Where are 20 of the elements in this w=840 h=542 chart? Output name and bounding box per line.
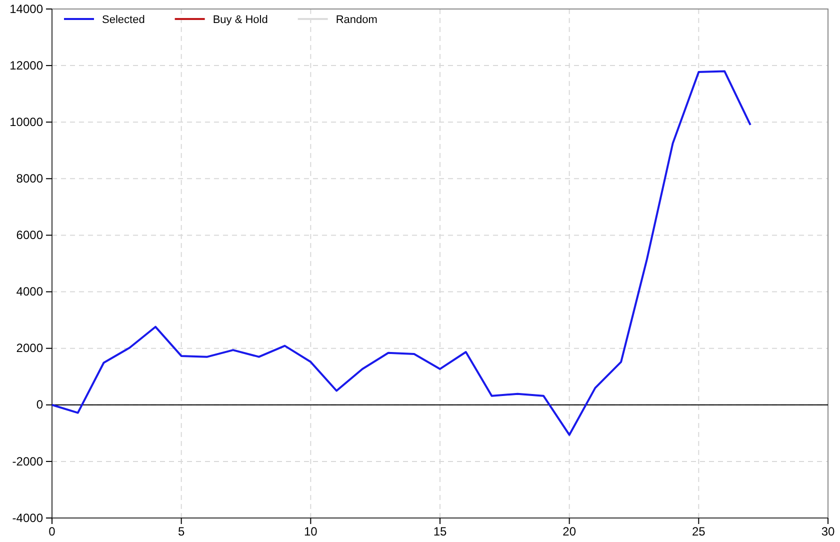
y-tick-label: 8000 xyxy=(16,172,44,186)
y-tick-label: 14000 xyxy=(10,2,44,16)
x-tick-label: 10 xyxy=(304,524,318,539)
y-tick-label: 2000 xyxy=(16,341,44,356)
x-tick-label: 5 xyxy=(178,524,185,539)
x-tick-label: 15 xyxy=(433,524,447,539)
x-tick-label: 0 xyxy=(48,524,56,539)
y-tick-label: -4000 xyxy=(12,510,44,525)
legend-label: Random xyxy=(336,14,378,26)
x-tick-label: 30 xyxy=(821,524,835,539)
y-tick-label: 10000 xyxy=(10,114,44,129)
y-tick-label: 6000 xyxy=(16,228,44,242)
legend-label: Buy & Hold xyxy=(212,14,268,26)
x-tick-label: 20 xyxy=(562,524,576,539)
x-tick-label: 25 xyxy=(692,524,706,539)
y-tick-label: 4000 xyxy=(16,284,44,299)
legend-label: Selected xyxy=(102,14,145,26)
y-tick-label: -2000 xyxy=(12,454,44,468)
y-tick-label: 0 xyxy=(36,398,44,412)
y-tick-label: 12000 xyxy=(10,58,44,72)
